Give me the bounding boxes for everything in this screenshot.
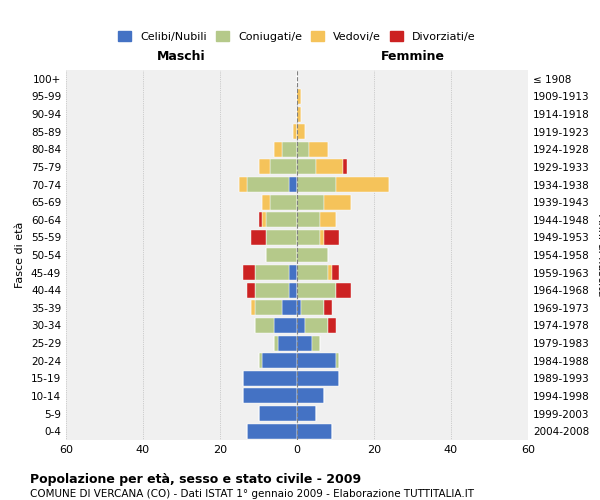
Text: Popolazione per età, sesso e stato civile - 2009: Popolazione per età, sesso e stato civil… — [30, 472, 361, 486]
Bar — [297, 160, 316, 174]
Bar — [297, 142, 308, 157]
Text: COMUNE DI VERCANA (CO) - Dati ISTAT 1° gennaio 2009 - Elaborazione TUTTITALIA.IT: COMUNE DI VERCANA (CO) - Dati ISTAT 1° g… — [30, 489, 474, 499]
Bar — [274, 336, 278, 350]
Bar — [262, 194, 270, 210]
Bar — [335, 177, 389, 192]
Bar — [254, 283, 289, 298]
Bar — [297, 124, 305, 139]
Bar — [259, 212, 262, 228]
Bar — [324, 230, 340, 245]
Bar — [254, 265, 289, 280]
Bar — [259, 160, 270, 174]
Bar — [251, 230, 266, 245]
Bar — [247, 283, 254, 298]
Bar — [262, 353, 297, 368]
Bar — [297, 336, 313, 350]
Bar — [254, 300, 281, 316]
Bar — [313, 336, 320, 350]
Bar — [343, 160, 347, 174]
Bar — [254, 318, 274, 333]
Bar — [297, 353, 335, 368]
Bar — [297, 248, 328, 262]
Bar — [247, 177, 289, 192]
Bar — [297, 177, 335, 192]
Bar — [266, 230, 297, 245]
Bar — [239, 177, 247, 192]
Bar — [281, 142, 297, 157]
Bar — [297, 265, 328, 280]
Bar — [293, 124, 297, 139]
Bar — [270, 194, 297, 210]
Bar — [289, 265, 297, 280]
Bar — [266, 212, 297, 228]
Bar — [335, 353, 340, 368]
Bar — [320, 212, 335, 228]
Bar — [297, 106, 301, 122]
Bar — [324, 300, 332, 316]
Bar — [316, 160, 343, 174]
Bar — [297, 212, 320, 228]
Bar — [297, 388, 324, 404]
Bar — [308, 142, 328, 157]
Bar — [259, 353, 262, 368]
Bar — [297, 318, 305, 333]
Bar — [274, 142, 281, 157]
Bar — [320, 230, 324, 245]
Y-axis label: Fasce di età: Fasce di età — [16, 222, 25, 288]
Bar — [297, 424, 332, 438]
Bar — [301, 300, 324, 316]
Bar — [274, 318, 297, 333]
Bar — [259, 406, 297, 421]
Bar — [297, 406, 316, 421]
Bar — [324, 194, 351, 210]
Bar — [328, 318, 335, 333]
Text: Femmine: Femmine — [380, 50, 445, 62]
Legend: Celibi/Nubili, Coniugati/e, Vedovi/e, Divorziati/e: Celibi/Nubili, Coniugati/e, Vedovi/e, Di… — [115, 28, 479, 45]
Bar — [266, 248, 297, 262]
Bar — [289, 177, 297, 192]
Bar — [278, 336, 297, 350]
Bar — [297, 300, 301, 316]
Bar — [281, 300, 297, 316]
Bar — [262, 212, 266, 228]
Bar — [247, 424, 297, 438]
Bar — [243, 265, 254, 280]
Bar — [270, 160, 297, 174]
Bar — [243, 371, 297, 386]
Bar — [328, 265, 332, 280]
Bar — [335, 283, 351, 298]
Bar — [289, 283, 297, 298]
Bar — [305, 318, 328, 333]
Bar — [297, 89, 301, 104]
Bar — [251, 300, 254, 316]
Y-axis label: Anni di nascita: Anni di nascita — [596, 214, 600, 296]
Bar — [243, 388, 297, 404]
Bar — [297, 283, 335, 298]
Bar — [297, 230, 320, 245]
Bar — [332, 265, 340, 280]
Text: Maschi: Maschi — [157, 50, 206, 62]
Bar — [297, 371, 340, 386]
Bar — [297, 194, 324, 210]
